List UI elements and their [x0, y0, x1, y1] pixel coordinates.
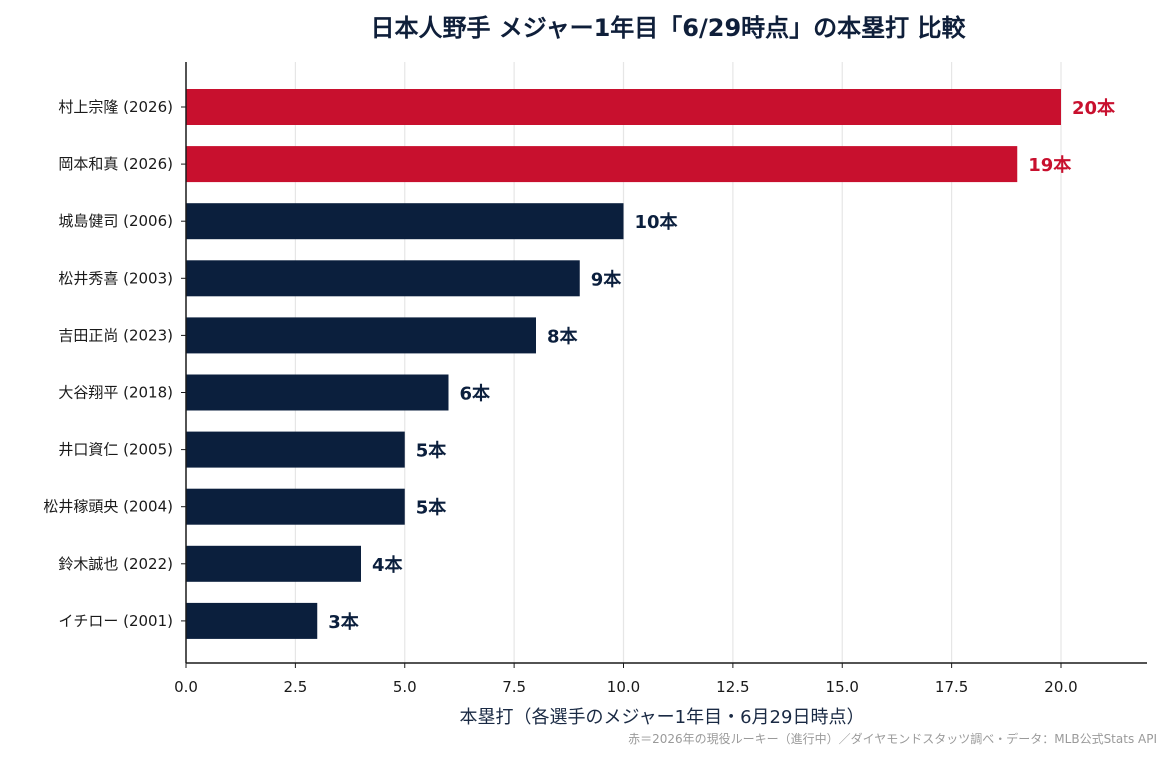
x-tick-label: 10.0 [607, 678, 640, 696]
data-label: 4本 [372, 554, 403, 576]
bar [186, 89, 1061, 125]
y-tick-label: 吉田正尚 (2023) [58, 326, 173, 344]
x-tick-label: 20.0 [1044, 678, 1077, 696]
y-tick-label: 大谷翔平 (2018) [58, 384, 173, 402]
y-axis: 村上宗隆 (2026) 岡本和真 (2026) 城島健司 (2006) 松井秀喜 (2… [43, 62, 187, 663]
bar [186, 545, 361, 582]
data-label: 10本 [635, 211, 678, 233]
data-label: 5本 [416, 440, 447, 462]
x-tick-label: 15.0 [826, 678, 859, 696]
bar [186, 317, 536, 354]
x-tick-label: 12.5 [716, 678, 749, 696]
x-tick-label: 17.5 [935, 678, 968, 696]
y-tick-label: 岡本和真 (2026) [58, 155, 173, 173]
bar [186, 374, 449, 411]
y-tick-label: 鈴木誠也 (2022) [58, 555, 173, 573]
data-label: 9本 [591, 268, 622, 290]
y-tick-label: 村上宗隆 (2026) [58, 98, 173, 116]
bar [186, 203, 624, 240]
data-label: 19本 [1028, 154, 1071, 176]
x-tick-label: 0.0 [174, 678, 198, 696]
x-tick-label: 7.5 [502, 678, 526, 696]
data-label: 8本 [547, 325, 578, 347]
x-tick-label: 2.5 [283, 678, 307, 696]
x-axis-label: 本塁打（各選手のメジャー1年目・6月29日時点） [460, 707, 865, 728]
bars: 20本 19本 10本 9本 8本 6本 5本 5本 4本 3本 [186, 89, 1115, 639]
y-tick-label: イチロー (2001) [58, 612, 173, 630]
bar [186, 146, 1018, 183]
data-label: 20本 [1072, 97, 1115, 119]
chart-title: 日本人野手 メジャー1年目「6/29時点」の本塁打 比較 [370, 14, 966, 42]
y-tick-label: 松井稼頭央 (2004) [43, 498, 173, 516]
x-tick-label: 5.0 [393, 678, 417, 696]
data-label: 3本 [328, 611, 359, 633]
bar [186, 602, 318, 639]
y-tick-label: 井口資仁 (2005) [58, 441, 173, 459]
footnote: 赤＝2026年の現役ルーキー（進行中）／ダイヤモンドスタッツ調べ・データ：MLB… [628, 731, 1157, 746]
bar [186, 431, 405, 468]
y-tick-label: 城島健司 (2006) [58, 212, 173, 230]
y-tick-label: 松井秀喜 (2003) [58, 269, 173, 287]
bar [186, 260, 580, 297]
x-axis: 0.0 2.5 5.0 7.5 10.0 12.5 15.0 17.5 20.0 [174, 662, 1147, 696]
bar [186, 488, 405, 525]
data-label: 5本 [416, 497, 447, 519]
data-label: 6本 [460, 383, 491, 405]
